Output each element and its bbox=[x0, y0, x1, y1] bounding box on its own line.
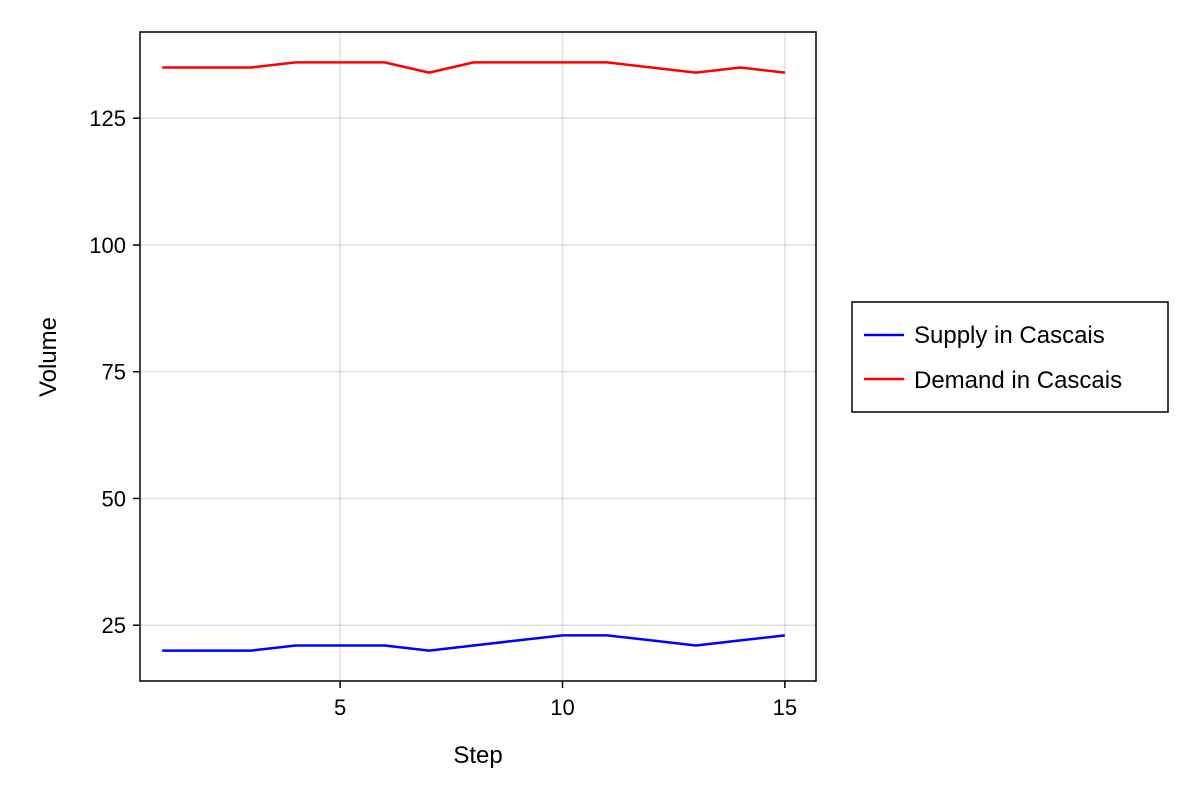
legend-label-demand: Demand in Cascais bbox=[914, 367, 1122, 394]
y-tick-label: 50 bbox=[102, 486, 126, 511]
axis-ticks: 5 10 15 25 50 75 100 125 bbox=[89, 106, 797, 720]
series-line-supply-in-cascais bbox=[162, 634, 786, 652]
y-tick-label: 25 bbox=[102, 613, 126, 638]
x-tick-label: 10 bbox=[550, 695, 574, 720]
x-tick-label: 5 bbox=[334, 695, 346, 720]
grid-lines bbox=[140, 32, 816, 681]
legend: Supply in Cascais Demand in Cascais bbox=[851, 301, 1169, 413]
legend-box bbox=[851, 301, 1169, 413]
series-line-demand-in-cascais bbox=[162, 61, 786, 74]
legend-label-supply: Supply in Cascais bbox=[914, 322, 1105, 349]
y-tick-label: 125 bbox=[89, 106, 126, 131]
y-tick-label: 100 bbox=[89, 233, 126, 258]
y-axis-title: Volume bbox=[35, 317, 62, 397]
y-tick-label: 75 bbox=[102, 360, 126, 385]
x-tick-label: 15 bbox=[773, 695, 797, 720]
series-lines bbox=[162, 61, 786, 652]
plot-area-frame bbox=[139, 31, 817, 682]
x-axis-title: Step bbox=[453, 742, 502, 769]
